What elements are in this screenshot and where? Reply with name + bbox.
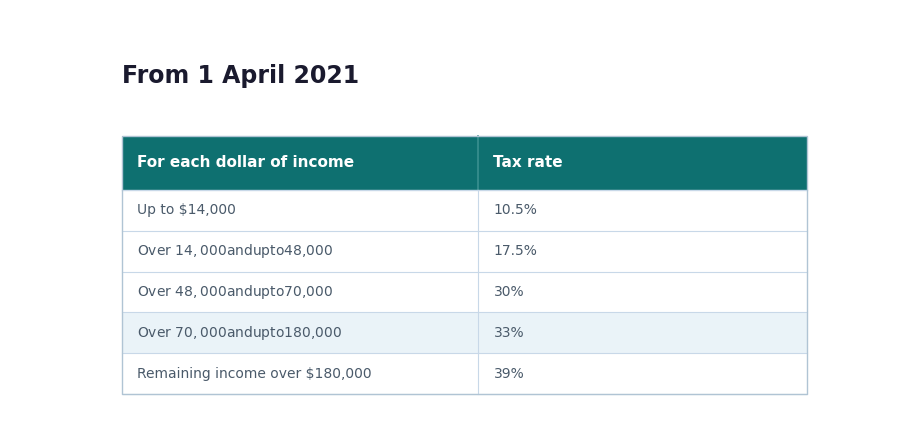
Text: From 1 April 2021: From 1 April 2021: [121, 64, 359, 88]
Text: Over $70,000 and up to $180,000: Over $70,000 and up to $180,000: [137, 324, 342, 342]
Bar: [121, 312, 807, 354]
Bar: [121, 354, 807, 394]
Text: 17.5%: 17.5%: [494, 244, 537, 258]
Bar: [121, 190, 807, 231]
Text: Up to $14,000: Up to $14,000: [137, 203, 236, 217]
Bar: [121, 231, 807, 271]
Text: 30%: 30%: [494, 285, 524, 299]
Text: Tax rate: Tax rate: [494, 156, 564, 170]
Bar: [121, 271, 807, 312]
Bar: [121, 136, 807, 394]
Text: Over $14,000 and up to $48,000: Over $14,000 and up to $48,000: [137, 242, 333, 260]
Text: 39%: 39%: [494, 367, 525, 381]
Text: Over $48,000 and up to $70,000: Over $48,000 and up to $70,000: [137, 283, 333, 301]
Text: For each dollar of income: For each dollar of income: [137, 156, 354, 170]
Text: 10.5%: 10.5%: [494, 203, 537, 217]
Bar: [121, 136, 807, 190]
Text: 33%: 33%: [494, 326, 524, 340]
Text: Remaining income over $180,000: Remaining income over $180,000: [137, 367, 371, 381]
